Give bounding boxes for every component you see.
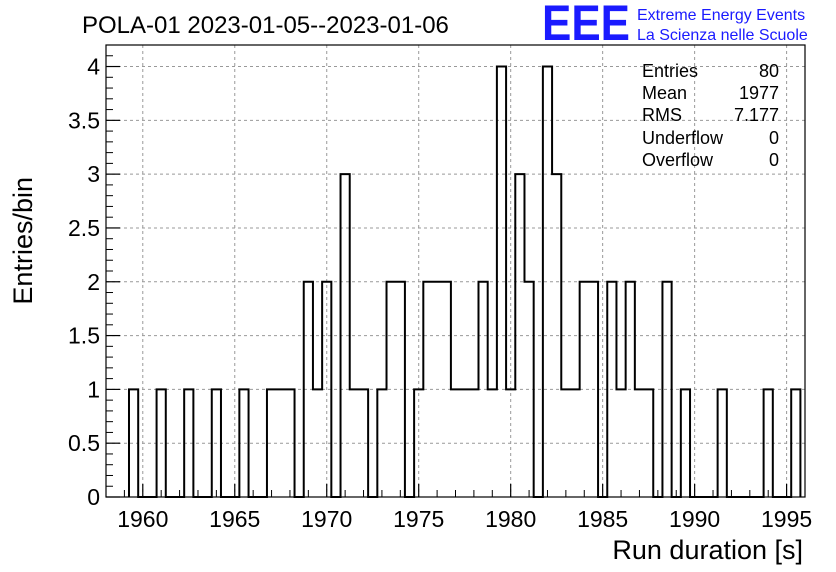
histogram-bin: [497, 67, 506, 497]
histogram-bin: [276, 389, 285, 497]
histogram-bin: [626, 282, 635, 497]
histogram-bin: [681, 389, 690, 497]
histogram-bin: [341, 174, 350, 497]
histogram-bin: [129, 389, 138, 497]
axis-ticks: [105, 55, 806, 498]
histogram-bin: [451, 389, 460, 497]
x-tick-label: 1985: [577, 506, 628, 532]
x-tick-label: 1975: [393, 506, 444, 532]
histogram-bin: [414, 389, 423, 497]
histogram-bin: [616, 389, 625, 497]
histogram-bin: [524, 282, 533, 497]
stats-rms-value: 7.177: [734, 105, 779, 125]
histogram-bin: [543, 67, 552, 497]
histogram-bin: [580, 282, 589, 497]
eee-logo: EEE Extreme Energy Events La Scienza nel…: [542, 0, 808, 51]
stats-mean-label: Mean: [642, 83, 687, 103]
stats-overflow-value: 0: [769, 150, 779, 170]
histogram-bin: [644, 389, 653, 497]
x-tick-label: 1980: [485, 506, 536, 532]
histogram-bin: [304, 282, 313, 497]
y-tick-label: 4: [87, 54, 100, 80]
x-tick-label: 1960: [117, 506, 168, 532]
histogram-bin: [561, 389, 570, 497]
histogram-bin: [442, 282, 451, 497]
histogram-bin: [157, 389, 166, 497]
y-tick-label: 1.5: [68, 323, 100, 349]
histogram-bin: [764, 389, 773, 497]
histogram-bin: [267, 389, 276, 497]
grid-lines: [106, 45, 805, 497]
y-tick-label: 3.5: [68, 107, 100, 133]
stats-underflow-label: Underflow: [642, 128, 724, 148]
histogram-bin: [506, 389, 515, 497]
histogram-bin: [552, 174, 561, 497]
y-axis-title: Entries/bin: [8, 177, 38, 305]
stats-box: Entries 80 Mean 1977 RMS 7.177 Underflow…: [642, 61, 779, 170]
x-tick-label: 1970: [301, 506, 352, 532]
histogram-bin: [718, 389, 727, 497]
y-tick-label: 0.5: [68, 430, 100, 456]
stats-mean-value: 1977: [739, 83, 779, 103]
histogram-bin: [359, 389, 368, 497]
histogram-bin: [570, 389, 579, 497]
x-axis-title: Run duration [s]: [612, 535, 803, 565]
histogram-bin: [469, 389, 478, 497]
histogram-bin: [635, 389, 644, 497]
eee-logo-line2: La Scienza nelle Scuole: [637, 27, 808, 44]
histogram-outline: [127, 65, 802, 498]
histogram-bin: [212, 389, 221, 497]
histogram-bin: [350, 389, 359, 497]
y-tick-labels: 0 0.5 1 1.5 2 2.5 3 3.5 4: [68, 54, 100, 510]
stats-overflow-label: Overflow: [642, 150, 714, 170]
stats-underflow-value: 0: [769, 128, 779, 148]
histogram-bin: [184, 389, 193, 497]
histogram-bin: [239, 389, 248, 497]
histogram-bins: [127, 65, 802, 498]
histogram-bin: [313, 389, 322, 497]
histogram-bin: [377, 389, 386, 497]
histogram-bin: [387, 282, 396, 497]
y-tick-label: 1: [87, 376, 100, 402]
histogram-bin: [460, 389, 469, 497]
histogram-bin: [791, 389, 800, 497]
histogram-bin: [322, 282, 331, 497]
chart-title: POLA-01 2023-01-05--2023-01-06: [82, 12, 449, 39]
histogram-bin: [488, 389, 497, 497]
stats-entries-value: 80: [759, 61, 779, 81]
y-tick-label: 2.5: [68, 215, 100, 241]
histogram-bin: [396, 282, 405, 497]
histogram-bin: [478, 282, 487, 497]
histogram-bin: [515, 174, 524, 497]
histogram-bin: [423, 282, 432, 497]
eee-logo-mark: EEE: [542, 0, 630, 51]
stats-rms-label: RMS: [642, 105, 682, 125]
histogram-bin: [589, 282, 598, 497]
x-tick-label: 1965: [209, 506, 260, 532]
histogram-bin: [285, 389, 294, 497]
y-tick-label: 0: [87, 484, 100, 510]
y-tick-label: 2: [87, 269, 100, 295]
x-tick-label: 1995: [761, 506, 812, 532]
x-tick-label: 1990: [669, 506, 720, 532]
eee-logo-line1: Extreme Energy Events: [637, 7, 805, 24]
y-tick-label: 3: [87, 161, 100, 187]
x-tick-labels: 1960 1965 1970 1975 1980 1985 1990 1995: [117, 506, 812, 532]
histogram-bin: [662, 282, 671, 497]
histogram-bin: [607, 282, 616, 497]
stats-entries-label: Entries: [642, 61, 698, 81]
histogram-bin: [433, 282, 442, 497]
